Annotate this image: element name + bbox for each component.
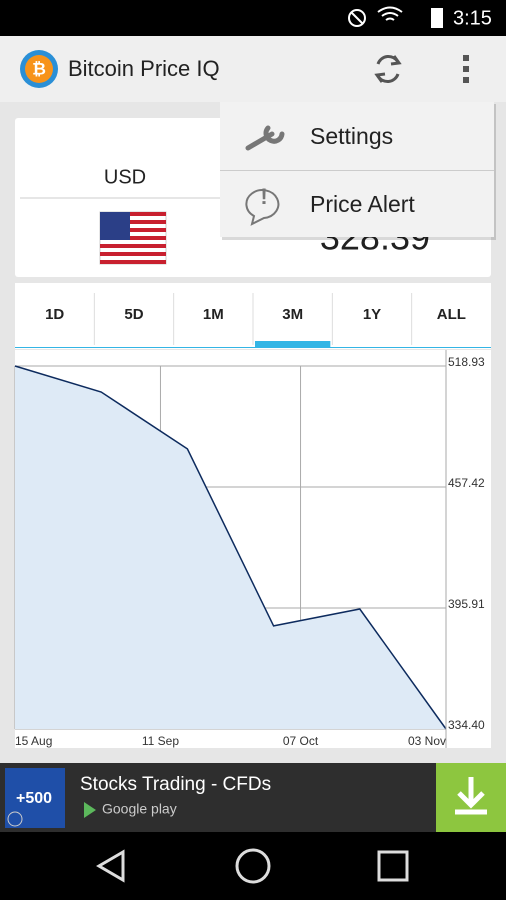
tab[interactable]: 1Y [363,306,381,323]
info-icon[interactable] [7,811,23,827]
line [14,365,447,730]
ad-badge-bg [5,768,65,828]
y-tick-label: 395.91 [448,597,485,611]
back-button[interactable] [96,849,125,883]
home-button[interactable] [235,848,271,884]
y-tick-label: 334.40 [448,718,485,732]
refresh-button[interactable] [374,55,402,83]
nav-bar [0,832,506,900]
svg-text:!: ! [260,184,267,209]
status-bar [0,0,506,36]
app-title: Bitcoin Price IQ [68,56,220,81]
overflow-menu: ! [220,102,496,240]
ad-badge: +500 [16,790,52,807]
tabs: 1D 5D 1M 3M 1Y ALL [45,293,466,347]
x-tick-label: 15 Aug [15,734,52,748]
svg-text:₿: ₿ [32,59,46,78]
menu-item[interactable]: Settings [310,123,393,149]
x-tick-label: 11 Sep [142,734,179,748]
download-icon [455,777,487,815]
tab[interactable]: 3M [282,306,303,323]
play-icon [84,802,96,818]
ad-store: Google play [102,801,177,817]
tab[interactable]: ALL [437,306,466,323]
x-tick-label: 07 Oct [283,734,319,748]
recents-button[interactable] [377,850,409,882]
y-tick-label: 518.93 [448,355,485,369]
flag-icon [99,211,167,265]
app-logo: ₿ [20,50,58,88]
currency-label: USD [104,166,146,188]
overflow-button[interactable] [463,55,469,83]
tab-indicator [255,341,331,347]
app-bar [0,36,506,102]
area-fill [15,366,446,729]
y-tick-label: 457.42 [448,476,485,490]
menu-item[interactable]: Price Alert [310,191,415,217]
status-icons [348,6,443,28]
ad-banner[interactable] [0,763,506,832]
status-time: 3:15 [453,7,492,29]
x-tick-label: 03 Nov [408,734,446,748]
tab[interactable]: 5D [124,306,143,323]
tab[interactable]: 1D [45,306,64,323]
ad-title: Stocks Trading - CFDs [80,774,271,795]
chart: 518.93 457.42 395.91 334.40 15 Aug 11 Sep 07 O… [14,350,485,748]
tab[interactable]: 1M [203,306,224,323]
